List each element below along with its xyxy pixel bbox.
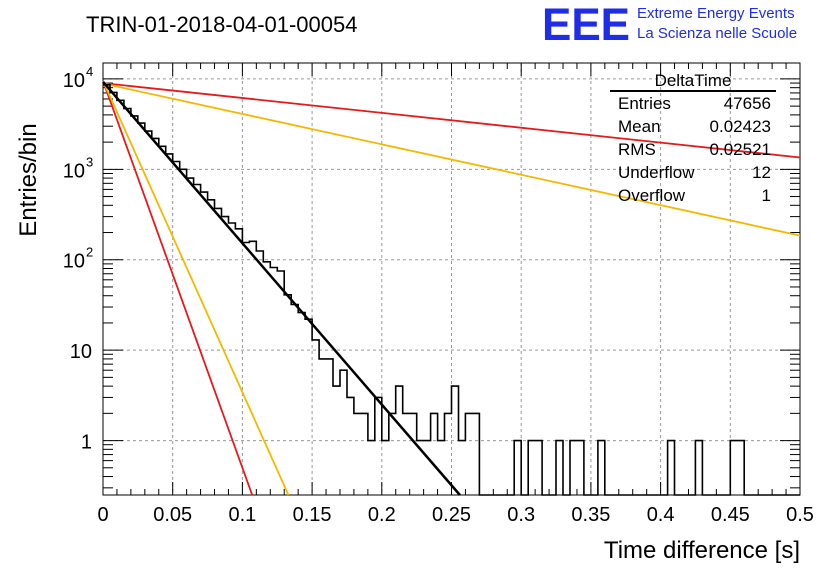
logo-line-1: Extreme Energy Events	[637, 5, 795, 22]
x-tick-label: 0.05	[153, 504, 192, 526]
stats-row: Underflow 12	[618, 163, 771, 182]
x-tick-label: 0.25	[432, 504, 471, 526]
y-tick-label-base: 10	[63, 70, 85, 92]
x-tick-label: 0.15	[293, 504, 332, 526]
fit-line-red	[102, 80, 254, 496]
stats-rows: Entries 47656 Mean 0.02423 RMS 0.02521 Underfl…	[618, 94, 771, 205]
x-tick-label: 0.2	[368, 504, 396, 526]
x-tick-label: 0.35	[571, 504, 610, 526]
logo-mark: EEE	[542, 0, 630, 50]
x-tick-label: 0	[97, 504, 108, 526]
stats-row-label: Entries	[618, 94, 671, 113]
eee-logo: EEE Extreme Energy Events La Scienza nel…	[542, 0, 797, 50]
fit-line-black	[102, 80, 461, 496]
fit-line-orange	[102, 82, 801, 237]
x-axis-label: Time difference [s]	[604, 537, 800, 564]
y-tick-label-exponent: 2	[86, 245, 93, 260]
stats-row-value: 1	[762, 186, 771, 205]
y-tick-label: 10 4	[63, 64, 93, 92]
fit-line-red	[102, 82, 801, 159]
y-axis-ticks	[103, 78, 800, 489]
grid-lines	[103, 63, 800, 495]
y-tick-label-exponent: 4	[86, 64, 93, 79]
stats-title: DeltaTime	[655, 71, 732, 90]
y-tick-label: 10 2	[63, 245, 93, 273]
stats-row-label: Overflow	[618, 186, 686, 205]
x-tick-label: 0.1	[228, 504, 256, 526]
y-tick-label: 1	[81, 432, 92, 454]
y-tick-label: 10	[70, 341, 92, 363]
fit-lines	[102, 80, 801, 496]
histogram	[103, 84, 800, 496]
y-tick-label: 10 3	[63, 154, 93, 182]
logo-line-2: La Scienza nelle Scuole	[637, 25, 797, 42]
chart-title: TRIN-01-2018-04-01-00054	[86, 12, 358, 37]
stats-row-value: 0.02423	[710, 117, 771, 136]
stats-row: Mean 0.02423	[618, 117, 771, 136]
x-tick-label: 0.4	[647, 504, 675, 526]
stats-row: Overflow 1	[618, 186, 771, 205]
stats-row-value: 0.02521	[710, 140, 771, 159]
stats-box: DeltaTime Entries 47656 Mean 0.02423 RMS 0.02…	[610, 71, 776, 205]
stats-row-label: RMS	[618, 140, 656, 159]
stats-row-value: 12	[752, 163, 771, 182]
x-tick-label: 0.5	[786, 504, 814, 526]
y-tick-label-exponent: 3	[86, 154, 93, 169]
stats-row-label: Underflow	[618, 163, 695, 182]
x-tick-label: 0.3	[507, 504, 535, 526]
stats-row-label: Mean	[618, 117, 661, 136]
x-tick-labels: 0 0.05 0.1 0.15 0.2 0.25 0.3 0.35 0.4 0.45 0.5	[97, 504, 813, 526]
y-axis-label: Entries/bin	[15, 123, 42, 236]
x-tick-label: 0.45	[711, 504, 750, 526]
stats-row: Entries 47656	[618, 94, 771, 113]
stats-row-value: 47656	[724, 94, 771, 113]
stats-row: RMS 0.02521	[618, 140, 771, 159]
y-tick-label-base: 10	[70, 341, 92, 363]
histogram-outline	[103, 84, 800, 496]
y-tick-label-base: 10	[63, 160, 85, 182]
y-tick-label-base: 10	[63, 251, 85, 273]
y-tick-label-base: 1	[81, 432, 92, 454]
fit-line-orange	[102, 80, 290, 496]
